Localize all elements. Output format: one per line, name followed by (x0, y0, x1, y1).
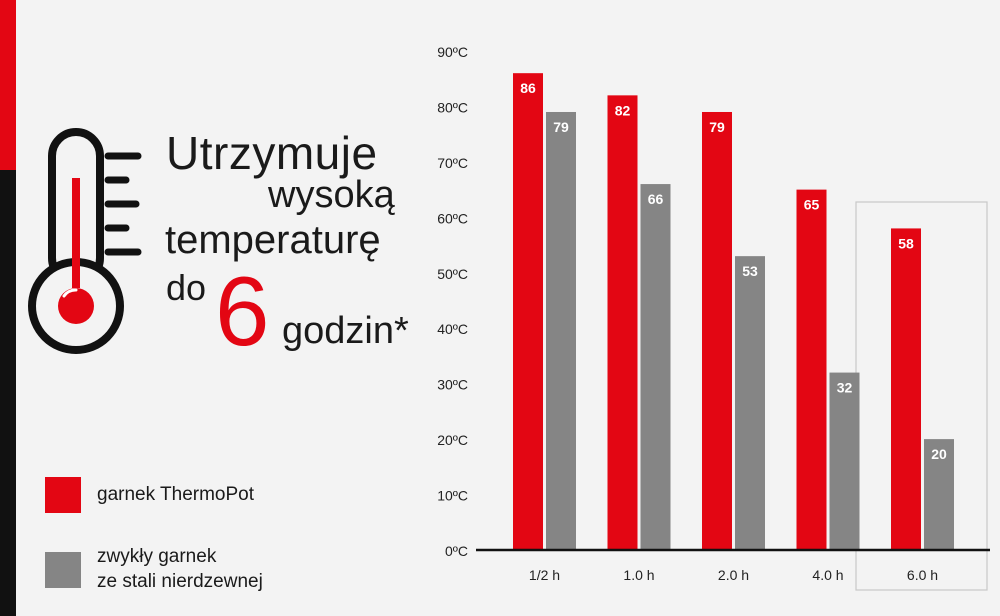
legend-item-thermopot: garnek ThermoPot (45, 477, 254, 513)
x-tick-label: 1/2 h (529, 567, 560, 583)
legend-swatch-red (45, 477, 81, 513)
bar-value-label: 65 (804, 197, 820, 213)
legend-swatch-gray (45, 551, 81, 588)
headline-line-1: Utrzymuje (166, 127, 378, 179)
y-tick-label: 0ºC (445, 543, 468, 559)
bar-value-label: 79 (553, 119, 569, 135)
y-tick-label: 70ºC (437, 155, 468, 171)
bar (513, 73, 543, 550)
bar-value-label: 32 (837, 380, 853, 396)
bar-value-label: 86 (520, 80, 536, 96)
bar (891, 228, 921, 550)
y-tick-label: 30ºC (437, 377, 468, 393)
highlight-box (855, 201, 988, 591)
legend-label-steel: zwykły garnek ze stali nierdzewnej (97, 546, 263, 592)
x-tick-label: 6.0 h (907, 567, 938, 583)
bar (924, 439, 954, 550)
y-tick-label: 50ºC (437, 266, 468, 282)
bar-value-label: 82 (615, 102, 631, 118)
y-tick-label: 40ºC (437, 321, 468, 337)
thermometer-icon (28, 128, 142, 354)
headline-big-number: 6 (215, 256, 270, 366)
y-tick-label: 20ºC (437, 432, 468, 448)
legend-label-thermopot: garnek ThermoPot (97, 483, 255, 505)
bar-value-label: 20 (931, 446, 947, 462)
x-tick-label: 4.0 h (812, 567, 843, 583)
y-tick-label: 90ºC (437, 44, 468, 60)
bar (640, 184, 671, 551)
bar (702, 111, 732, 550)
bar (546, 111, 576, 550)
x-tick-label: 1.0 h (623, 567, 654, 583)
edge-accent-black (0, 170, 16, 616)
y-tick-label: 60ºC (437, 210, 468, 226)
bar-value-label: 66 (648, 191, 664, 207)
headline-line-5: godzin* (282, 310, 409, 352)
bar (735, 256, 765, 550)
headline-line-3: temperaturę (165, 218, 381, 262)
legend-item-steel: zwykły garnek ze stali nierdzewnej (45, 545, 263, 594)
bar (829, 372, 860, 550)
y-tick-label: 80ºC (437, 99, 468, 115)
x-tick-label: 2.0 h (718, 567, 749, 583)
edge-accent-red (0, 0, 16, 170)
bar (607, 95, 638, 550)
bar-value-label: 53 (742, 263, 758, 279)
bar-value-label: 79 (709, 119, 725, 135)
headline-line-4: do (166, 267, 207, 308)
bar (796, 189, 827, 550)
bar-value-label: 58 (898, 235, 914, 251)
headline-line-2: wysoką (268, 174, 395, 216)
y-tick-label: 10ºC (437, 488, 468, 504)
